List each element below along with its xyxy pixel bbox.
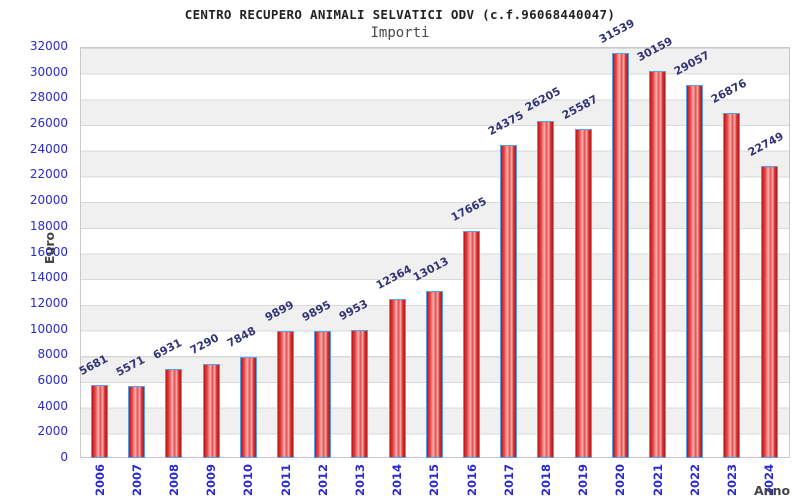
x-axis-tick-label: 2022 xyxy=(687,464,702,497)
y-axis-tick-label: 32000 xyxy=(29,39,68,53)
y-axis-tick-label: 16000 xyxy=(29,244,68,259)
y-axis-tick-label: 20000 xyxy=(29,193,68,208)
y-axis-tick-label: 0 xyxy=(60,450,68,464)
bar-2019 xyxy=(574,129,592,458)
bar-2021 xyxy=(649,70,666,458)
x-axis-tick-label: 2013 xyxy=(352,464,367,497)
bar-2013 xyxy=(351,330,369,458)
x-axis-tick-label: 2007 xyxy=(129,464,144,497)
chart-title: CENTRO RECUPERO ANIMALI SELVATICI ODV (c… xyxy=(184,7,616,22)
y-axis-tick-label: 10000 xyxy=(29,321,68,336)
x-axis-tick-label: 2008 xyxy=(166,464,181,497)
bar-2006 xyxy=(91,385,108,458)
y-axis-tick-label: 14000 xyxy=(29,270,68,285)
y-axis-tick-label: 12000 xyxy=(29,295,68,310)
x-axis-tick-label: 2019 xyxy=(576,464,591,497)
x-axis-tick-label: 2006 xyxy=(92,464,107,497)
bar-2011 xyxy=(277,330,294,458)
y-axis-title: Euro xyxy=(42,231,57,265)
bar-2014 xyxy=(388,299,406,458)
x-axis-tick-label: 2011 xyxy=(278,464,293,497)
x-axis-tick-label: 2010 xyxy=(241,464,256,497)
x-axis-tick-label: 2014 xyxy=(390,464,405,497)
bar-2007 xyxy=(128,386,146,458)
y-axis-tick-label: 22000 xyxy=(29,167,68,182)
y-axis-tick-label: 26000 xyxy=(29,116,68,131)
bar-2023 xyxy=(723,112,741,458)
bar-2015 xyxy=(425,290,443,458)
bar-2010 xyxy=(239,357,257,458)
bar-2009 xyxy=(202,364,220,458)
bar-2024 xyxy=(760,165,778,458)
x-axis-tick-label: 2023 xyxy=(724,464,739,497)
x-axis-tick-label: 2009 xyxy=(204,464,219,497)
bar-2022 xyxy=(686,84,704,458)
bar-2020 xyxy=(611,52,629,458)
x-axis-tick-label: 2016 xyxy=(464,464,479,497)
bar-2012 xyxy=(314,330,332,458)
y-axis-tick-label: 28000 xyxy=(29,90,68,105)
bar-2016 xyxy=(463,231,480,458)
y-axis-tick-label: 4000 xyxy=(37,398,68,413)
y-axis-tick-label: 8000 xyxy=(37,347,68,362)
y-axis-tick-label: 24000 xyxy=(29,141,68,156)
bar-2018 xyxy=(537,121,555,458)
y-axis-tick-label: 18000 xyxy=(29,218,68,233)
x-axis-tick-label: 2015 xyxy=(427,464,442,497)
y-axis-tick-label: 6000 xyxy=(37,372,68,387)
chart-subtitle: Importi xyxy=(370,25,430,41)
bar-2008 xyxy=(165,368,183,458)
x-axis-tick-label: 2021 xyxy=(650,464,665,497)
x-axis-tick-label: 2018 xyxy=(538,464,553,497)
x-axis-title: Anno xyxy=(754,483,791,498)
y-axis-tick-label: 2000 xyxy=(37,424,68,439)
x-axis-tick-label: 2020 xyxy=(613,464,628,497)
y-axis-tick-label: 30000 xyxy=(29,64,68,79)
x-axis-tick-label: 2017 xyxy=(501,464,516,497)
x-axis-tick-label: 2012 xyxy=(315,464,330,497)
bar-2017 xyxy=(500,144,518,458)
